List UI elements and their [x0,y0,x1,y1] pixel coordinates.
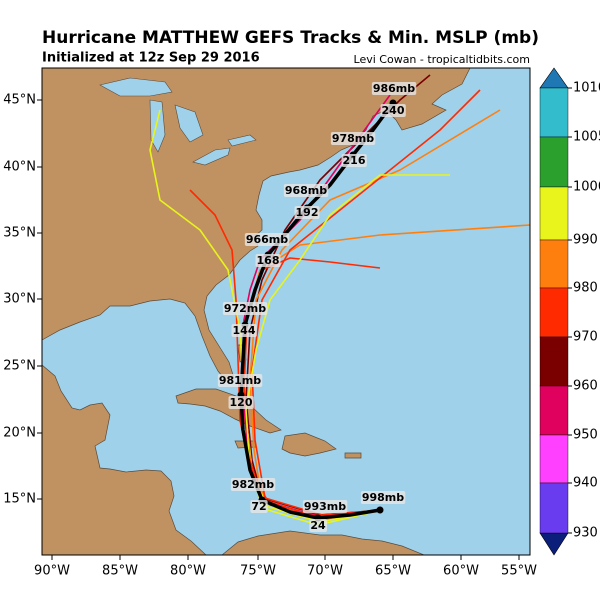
y-tick-label: 30°N [3,292,36,307]
lake-erie [192,147,231,166]
pressure-label: 978mb [332,132,374,145]
hour-label: 240 [382,104,405,117]
y-tick-label: 20°N [3,426,36,441]
colorbar-label: 960 [573,379,598,394]
pressure-label-bg [371,82,417,95]
x-tick-label: 55°W [501,564,537,579]
track-point [376,506,384,514]
hour-label: 72 [251,500,266,513]
colorbar-label: 1005 [573,130,600,145]
colorbar-label: 1010 [573,81,600,96]
pressure-label: 993mb [304,500,346,513]
colorbar-band [539,136,569,188]
hour-label-bg [380,104,406,117]
credit: Levi Cowan - tropicaltidbits.com [354,53,530,66]
x-tick-label: 80°W [170,564,206,579]
hour-label: 144 [233,324,256,337]
colorbar-top [539,67,569,89]
subtitle: Initialized at 12z Sep 29 2016 [42,51,260,66]
pressure-label-bg [283,184,329,197]
colorbar-band [539,239,569,289]
ensemble-track [251,89,481,516]
x-tick-label: 60°W [443,564,479,579]
lake-huron [174,104,204,143]
ensemble-track [245,174,450,523]
hour-label-bg [228,396,254,409]
pressure-label-bg [230,478,276,491]
y-tick-label: 35°N [3,226,36,241]
x-tick-label: 85°W [102,564,138,579]
hour-label-bg [255,254,281,267]
y-tick-label: 45°N [3,93,36,108]
hispaniola [281,432,337,457]
y-tick-label: 40°N [3,160,36,175]
pressure-label-bg [217,374,263,387]
colorbar-label: 940 [573,476,598,491]
hour-label-bg [231,324,257,337]
hour-label-bg [309,519,327,532]
pressure-label-bg [244,233,290,246]
map-area [42,68,530,555]
pressure-label: 966mb [246,233,288,246]
lake-michigan [149,99,166,153]
colorbar-band [539,336,569,387]
south-america [221,530,425,555]
hour-label: 120 [230,396,253,409]
hour-label-bg [341,154,367,167]
lake-ontario [227,134,257,147]
hour-label: 24 [310,519,326,532]
colorbar-label: 970 [573,330,598,345]
colorbar-band [539,385,569,436]
x-tick-label: 75°W [240,564,276,579]
pressure-label: 981mb [219,374,261,387]
colorbar-band [539,186,569,241]
colorbar-label: 950 [573,428,598,443]
pressure-label: 982mb [232,478,274,491]
x-tick-label: 90°W [34,564,70,579]
hour-label: 216 [343,154,366,167]
colorbar-band [539,287,569,338]
pressure-label: 972mb [224,302,266,315]
hour-label-bg [294,206,320,219]
y-tick-label: 15°N [3,492,36,507]
mexico [42,364,207,555]
pressure-label-bg [222,302,268,315]
title: Hurricane MATTHEW GEFS Tracks & Min. MSL… [42,28,539,48]
colorbar-band [539,482,569,534]
hour-label: 192 [296,206,319,219]
colorbar-band [539,87,569,138]
pressure-label: 998mb [362,491,404,504]
x-tick-label: 65°W [375,564,411,579]
colorbar-label: 1000 [573,180,600,195]
colorbar-label: 980 [573,281,598,296]
mean-track [239,101,395,520]
pressure-label-bg [330,132,376,145]
lake-superior [99,77,173,97]
overlay: 90°W 85°W 80°W 75°W 70°W 65°W 60°W 55°W 15°N 20°N… [3,67,600,579]
puerto-rico [344,452,362,459]
colorbar-label: 990 [573,233,598,248]
pressure-label: 986mb [373,82,415,95]
y-tick-label: 25°N [3,359,36,374]
hour-label: 168 [257,254,280,267]
map-frame [41,67,531,556]
pressure-label-bg [302,500,348,513]
x-tick-label: 70°W [307,564,343,579]
ensemble-track [243,257,383,519]
hour-label-bg [250,500,268,513]
colorbar-band [539,434,569,484]
colorbar-bottom [539,532,569,556]
pressure-label-bg [360,491,406,504]
colorbar-label: 930 [573,526,598,541]
pressure-label: 968mb [285,184,327,197]
